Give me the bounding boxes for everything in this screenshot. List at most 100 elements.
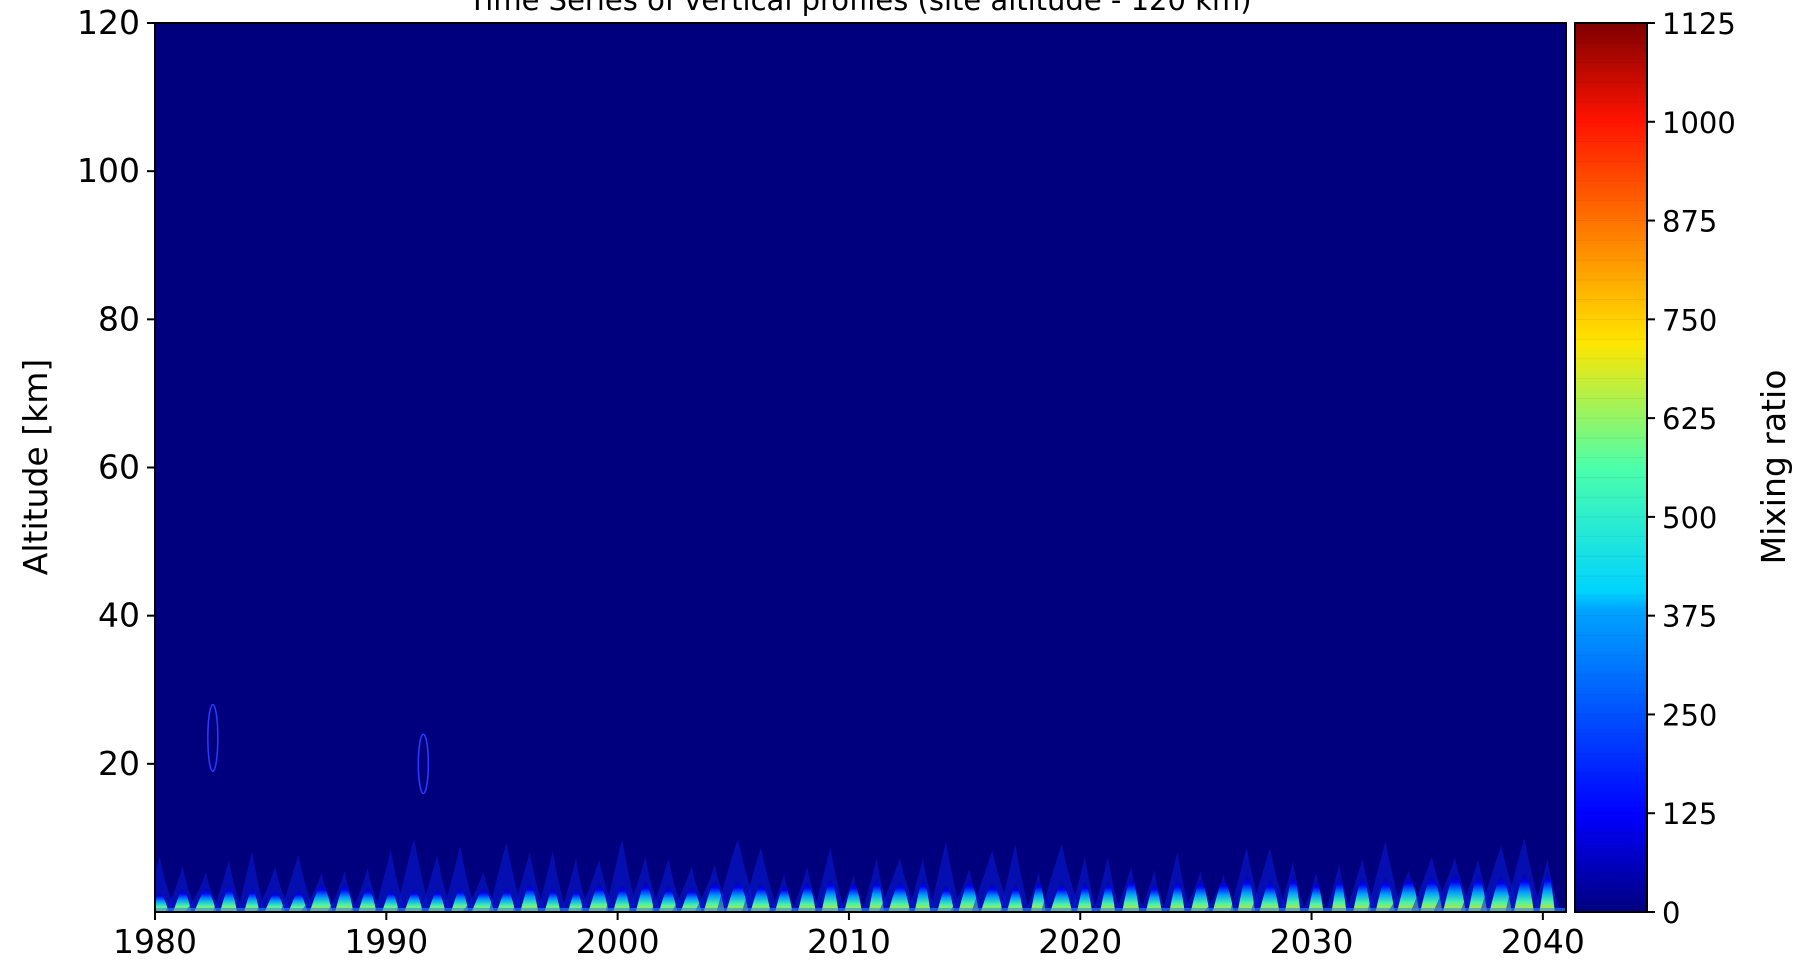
seasonal-peak xyxy=(220,885,238,912)
seasonal-peak xyxy=(937,884,955,912)
colorbar-tick-label: 375 xyxy=(1662,600,1717,634)
seasonal-peak xyxy=(1468,873,1488,912)
seasonal-peak xyxy=(1030,878,1046,912)
seasonal-peak xyxy=(1259,878,1280,912)
colorbar-tick-label: 0 xyxy=(1662,896,1680,930)
isolated-contour xyxy=(207,703,219,772)
y-tick-label: 60 xyxy=(98,448,140,487)
seasonal-peak xyxy=(335,882,354,912)
colorbar-label: Mixing ratio xyxy=(1754,370,1793,565)
seasonal-plume xyxy=(971,850,1012,912)
colorbar: 0 125 250 375 500 625 750 875 1000 1125 Mixing ra… xyxy=(1574,7,1793,930)
seasonal-peak xyxy=(1513,871,1534,912)
seasonal-peak xyxy=(1331,875,1347,912)
seasonal-plume xyxy=(561,858,590,912)
plot-background xyxy=(155,23,1566,912)
seasonal-plume xyxy=(255,866,293,912)
seasonal-plume xyxy=(396,838,430,912)
seasonal-peak xyxy=(1420,873,1443,912)
seasonal-peak xyxy=(775,882,793,912)
seasonal-peak xyxy=(613,883,631,912)
y-tick-label: 40 xyxy=(98,596,140,635)
seasonal-peak xyxy=(1050,881,1073,912)
seasonal-plume xyxy=(374,850,406,912)
seasonal-plume xyxy=(605,839,638,912)
y-axis: 20 40 60 80 100 120 xyxy=(77,3,155,783)
seasonal-plume xyxy=(443,846,476,912)
seasonal-peak xyxy=(496,886,516,912)
seasonal-peak xyxy=(1397,874,1420,912)
seasonal-peak xyxy=(1443,872,1466,912)
colorbar-tick-label: 875 xyxy=(1662,205,1717,239)
seasonal-plume xyxy=(741,847,779,912)
seasonal-peak xyxy=(844,880,862,912)
seasonal-peak xyxy=(658,884,678,912)
colorbar-gradient xyxy=(1574,22,1648,913)
seasonal-peak xyxy=(1122,876,1140,912)
seasonal-plume xyxy=(1000,844,1030,912)
seasonal-peak xyxy=(726,879,749,912)
seasonal-peak xyxy=(1100,879,1116,912)
seasonal-plume xyxy=(280,854,315,912)
seasonal-plume xyxy=(1250,848,1288,912)
seasonal-peak xyxy=(797,880,816,912)
x-tick-label: 2010 xyxy=(807,922,891,961)
seasonal-peak xyxy=(544,886,561,912)
seasonal-peak xyxy=(1489,874,1512,912)
x-tick-label: 1980 xyxy=(113,922,197,961)
y-tick-label: 120 xyxy=(77,3,140,42)
seasonal-peak xyxy=(1007,883,1024,912)
colorbar-tick-label: 625 xyxy=(1662,402,1717,436)
seasonal-peak xyxy=(914,878,931,912)
seasonal-peak xyxy=(1076,880,1093,912)
seasonal-plume xyxy=(512,852,546,912)
x-tick-label: 2030 xyxy=(1270,922,1354,961)
colorbar-tick-label: 750 xyxy=(1662,303,1717,337)
x-tick-label: 2000 xyxy=(576,922,660,961)
x-tick-label: 1990 xyxy=(344,922,428,961)
seasonal-peak xyxy=(1285,873,1301,912)
seasonal-plume xyxy=(716,839,758,912)
colorbar-tick-label: 500 xyxy=(1662,501,1717,535)
seasonal-plume xyxy=(1367,841,1402,912)
heatmap-features xyxy=(155,703,1566,912)
colorbar-bands xyxy=(1575,42,1647,893)
x-axis: 1980 1990 2000 2010 2020 2030 2040 xyxy=(113,912,1585,961)
colorbar-tick-label: 1125 xyxy=(1662,7,1736,41)
x-tick-label: 2040 xyxy=(1501,922,1585,961)
seasonal-plume xyxy=(420,854,453,912)
seasonal-peak xyxy=(520,882,539,912)
seasonal-plume xyxy=(212,859,244,912)
seasonal-peak xyxy=(1353,875,1371,912)
seasonal-peak xyxy=(309,882,333,912)
seasonal-peak xyxy=(288,889,308,912)
seasonal-peak xyxy=(1145,882,1162,912)
seasonal-peak xyxy=(155,891,169,912)
x-tick-label: 2020 xyxy=(1038,922,1122,961)
seasonal-plume xyxy=(237,850,266,912)
seasonal-plume xyxy=(165,865,199,912)
seasonal-plume xyxy=(650,858,685,912)
y-tick-label: 20 xyxy=(98,744,140,783)
seasonal-peak xyxy=(1308,879,1324,912)
seasonal-peak xyxy=(451,886,469,912)
seasonal-peak xyxy=(428,888,446,912)
seasonal-peak xyxy=(980,881,1003,912)
colorbar-tick-label: 250 xyxy=(1662,698,1717,732)
seasonal-peak xyxy=(173,887,192,912)
seasonal-peak xyxy=(1375,876,1395,912)
colorbar-ticks: 0 125 250 375 500 625 750 875 1000 1125 xyxy=(1647,7,1736,930)
seasonal-peak xyxy=(358,885,377,912)
seasonal-peak xyxy=(1190,878,1210,912)
y-tick-label: 100 xyxy=(77,151,140,190)
seasonal-peak xyxy=(868,876,885,912)
y-axis-label: Altitude [km] xyxy=(16,359,55,575)
colorbar-tick-label: 1000 xyxy=(1662,106,1736,140)
isolated-contour xyxy=(417,733,430,795)
chart-title: Time Series of vertical profiles (site a… xyxy=(467,0,1251,17)
seasonal-peak xyxy=(244,887,260,912)
seasonal-peak xyxy=(567,887,584,912)
seasonal-peak xyxy=(680,885,702,912)
seasonal-plume xyxy=(488,842,523,912)
surface-layer xyxy=(155,908,1566,912)
